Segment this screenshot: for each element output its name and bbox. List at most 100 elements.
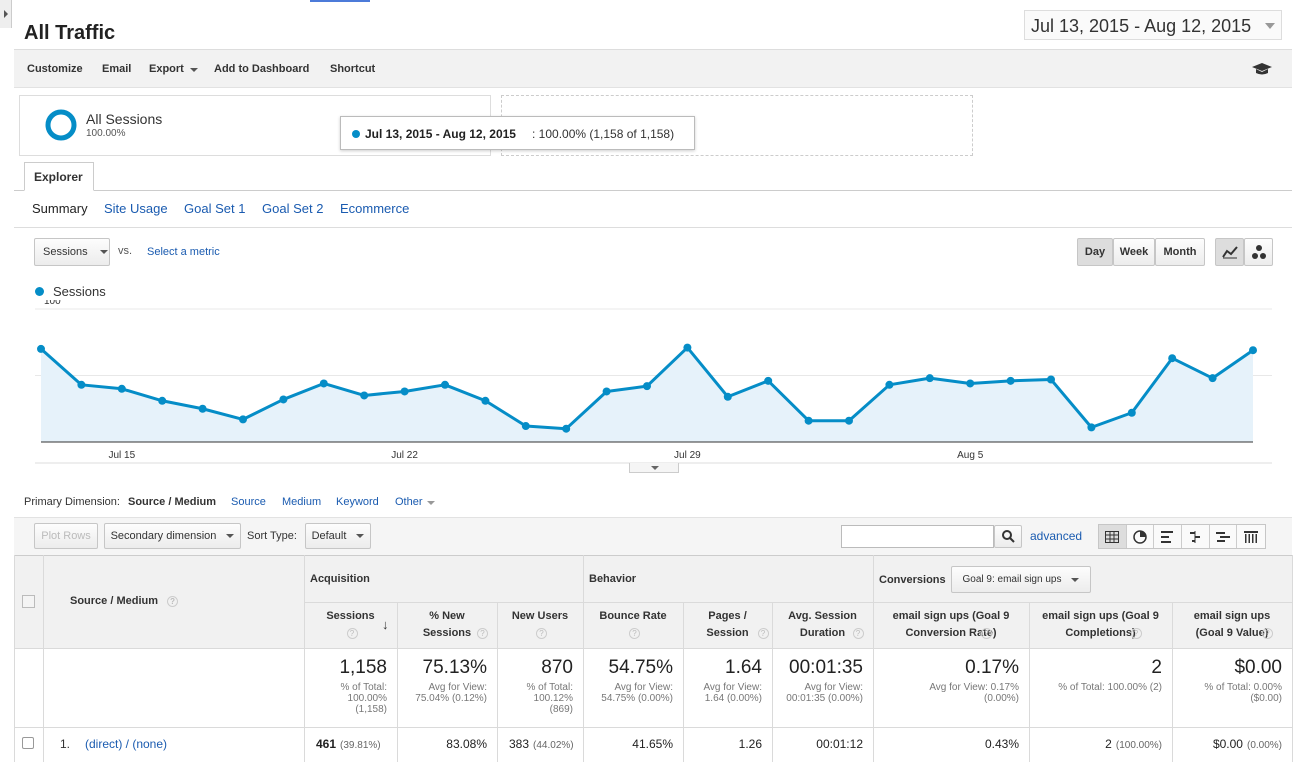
shortcut-button[interactable]: Shortcut — [330, 63, 376, 75]
total-subtext: 54.75% (0.00%) — [601, 693, 673, 704]
sessions-point — [481, 396, 490, 405]
sort-descending-icon[interactable]: ↓ — [382, 617, 389, 632]
collapse-nav-strip[interactable] — [0, 0, 12, 28]
help-icon: ? — [346, 627, 358, 639]
report-toolbar: Customize Email Export Add to Dashboard … — [14, 50, 1292, 88]
tab-explorer[interactable]: Explorer — [24, 162, 94, 191]
metric-select[interactable]: Sessions — [34, 238, 110, 266]
cell-value: 83.08% — [446, 737, 487, 751]
secondary-dimension-select[interactable]: Secondary dimension — [104, 523, 241, 549]
subtab-site-usage[interactable]: Site Usage — [104, 201, 168, 216]
sessions-point — [158, 396, 167, 405]
table-search-input[interactable] — [841, 525, 994, 548]
email-button[interactable]: Email — [102, 63, 132, 75]
grid-hline — [14, 648, 1292, 649]
pivot-view-button[interactable] — [1237, 525, 1265, 548]
chart-collapse-handle[interactable] — [629, 463, 679, 473]
primary-dimension-selected[interactable]: Source / Medium — [128, 496, 217, 508]
grid-vline — [873, 555, 874, 762]
sessions-point — [37, 344, 45, 353]
column-header[interactable]: Avg. Session Duration — [772, 608, 873, 642]
column-header[interactable]: Pages / Session — [683, 608, 772, 642]
column-header-label: Sessions — [326, 610, 375, 622]
chevron-down-icon — [99, 250, 108, 254]
help-icon: ? — [629, 627, 640, 639]
total-value: 00:01:35 — [789, 657, 863, 678]
total-value: 1.64 — [725, 657, 762, 678]
column-header[interactable]: Sessions — [304, 608, 397, 625]
subtab-ecommerce[interactable]: Ecommerce — [340, 201, 410, 216]
tooltip-dot-icon — [352, 130, 360, 138]
search-button[interactable] — [994, 525, 1022, 548]
dimension-keyword[interactable]: Keyword — [336, 496, 379, 508]
sessions-point — [400, 387, 409, 396]
graduation-cap-icon[interactable] — [1252, 61, 1272, 77]
column-header[interactable]: % New Sessions — [397, 608, 497, 642]
help-icon-wrap: ? — [473, 627, 488, 639]
sessions-point — [1047, 375, 1055, 384]
column-header[interactable]: email sign ups (Goal 9 Completions) — [1029, 608, 1172, 642]
cell-value: 0.43% — [984, 737, 1019, 751]
cell-subvalue: (39.81%) — [340, 740, 381, 751]
column-header[interactable]: New Users — [497, 608, 583, 625]
column-header[interactable]: Bounce Rate — [583, 608, 683, 625]
x-tick-label: Jul 22 — [391, 450, 418, 461]
add-to-dashboard-button[interactable]: Add to Dashboard — [214, 63, 310, 75]
plot-rows-label: Plot Rows — [41, 530, 91, 542]
sessions-point — [1127, 408, 1136, 417]
row-source-link[interactable]: (direct) / (none) — [85, 737, 168, 751]
pie-view-button[interactable] — [1127, 525, 1155, 548]
cell-subvalue: (100.00%) — [1115, 740, 1162, 751]
help-icon: ? — [852, 627, 864, 639]
help-icon: ? — [167, 595, 179, 607]
dimension-medium[interactable]: Medium — [282, 496, 322, 508]
column-header[interactable]: email sign ups (Goal 9 Conversion Rate) — [873, 608, 1029, 642]
legend-label: Sessions — [53, 284, 106, 299]
cell-value: 00:01:12 — [816, 737, 863, 751]
dimension-other[interactable]: Other — [395, 496, 435, 508]
subtab-goal-set-1[interactable]: Goal Set 1 — [184, 201, 246, 216]
row-checkbox[interactable] — [22, 737, 34, 749]
help-icon-wrap: ? — [754, 627, 769, 639]
search-icon — [1001, 530, 1015, 543]
date-range-picker[interactable]: Jul 13, 2015 - Aug 12, 2015 — [1024, 10, 1282, 40]
chevron-down-icon — [651, 466, 659, 470]
sessions-point — [602, 387, 611, 396]
select-all-checkbox[interactable] — [22, 595, 35, 608]
sort-type-select[interactable]: Default — [305, 523, 371, 549]
subtab-goal-set-2[interactable]: Goal Set 2 — [262, 201, 324, 216]
comparison-view-button[interactable] — [1182, 525, 1210, 548]
dimension-header[interactable]: Source / Medium ? — [70, 595, 179, 607]
select-metric-link[interactable]: Select a metric — [147, 246, 220, 258]
grid-vline — [1292, 555, 1293, 762]
plot-rows-button[interactable]: Plot Rows — [34, 523, 98, 549]
grid-vline — [583, 555, 584, 762]
data-table-view-button[interactable] — [1099, 525, 1127, 548]
legend-dot-icon — [35, 287, 44, 296]
customize-button[interactable]: Customize — [27, 63, 83, 75]
sessions-point — [1006, 376, 1015, 385]
export-button[interactable]: Export — [149, 63, 198, 75]
period-month-button[interactable]: Month — [1155, 238, 1205, 266]
motion-chart-toggle[interactable] — [1244, 238, 1273, 266]
period-day-button[interactable]: Day — [1077, 238, 1113, 266]
subtab-summary[interactable]: Summary — [32, 201, 88, 216]
row-index: 1. — [60, 737, 71, 751]
dimension-source[interactable]: Source — [231, 496, 266, 508]
performance-view-button[interactable] — [1154, 525, 1183, 548]
total-subtext: (0.00%) — [983, 693, 1019, 704]
total-subtext: 00:01:35 (0.00%) — [786, 693, 863, 704]
advanced-filter-link[interactable]: advanced — [1030, 529, 1083, 543]
cell-subvalue: (44.02%) — [533, 740, 574, 751]
column-header[interactable]: email sign ups (Goal 9 Value) — [1172, 608, 1292, 642]
pivot-icon — [1244, 530, 1259, 543]
goal-select[interactable]: Goal 9: email sign ups — [951, 566, 1091, 593]
top-accent-bar — [310, 0, 370, 2]
term-cloud-view-button[interactable] — [1210, 525, 1238, 548]
line-chart-toggle[interactable] — [1215, 238, 1244, 266]
period-week-button[interactable]: Week — [1113, 238, 1155, 266]
grid-vline — [772, 602, 773, 762]
sessions-point — [521, 422, 530, 431]
total-subtext: % of Total: — [526, 682, 573, 693]
sessions-point — [1249, 346, 1257, 355]
